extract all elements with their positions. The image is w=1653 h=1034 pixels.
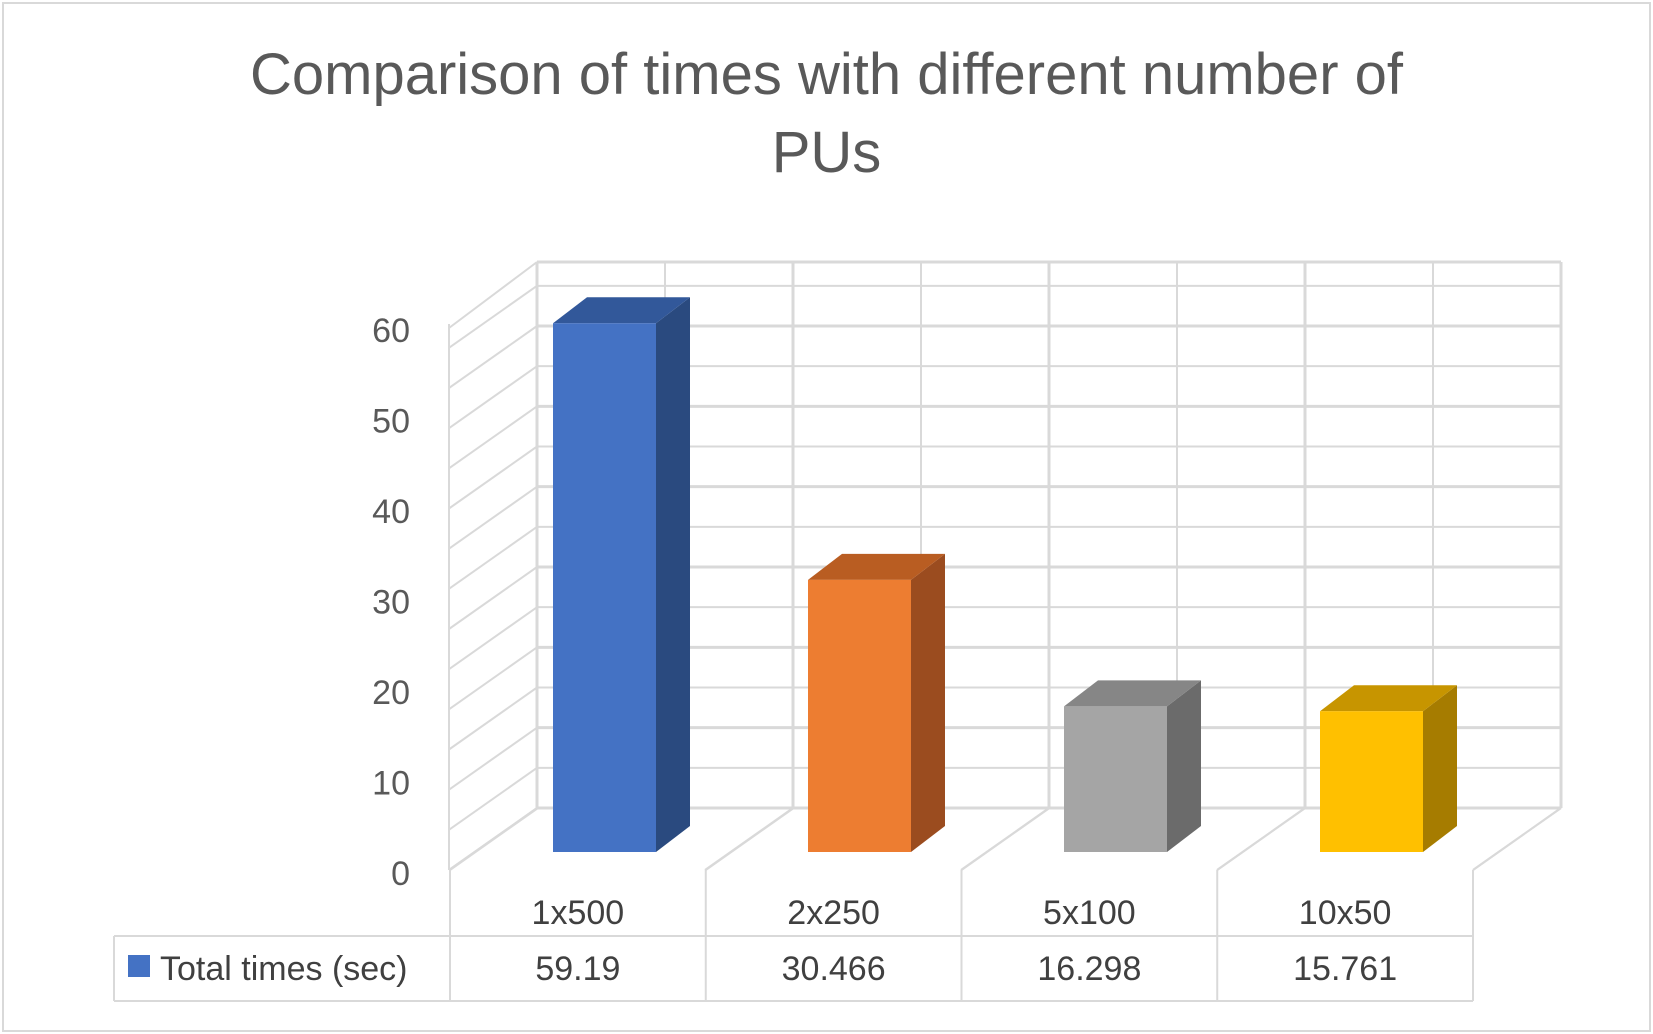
y-tick-label: 0 [391,855,410,893]
gridline-side [448,726,538,791]
bars-layer [553,297,1457,853]
table-connector [449,807,539,871]
gridline-side [448,646,538,711]
y-tick-label: 60 [372,312,410,350]
bar [1320,711,1423,852]
bar [808,579,911,852]
bar-side [1167,680,1201,852]
table-connector [960,807,1051,871]
gridline-side [448,686,538,751]
table-connector [1472,807,1562,871]
bar [553,323,656,853]
bar-top [553,297,690,324]
gridline-side [448,526,538,590]
y-tick-label: 50 [372,403,410,441]
gridline-side [448,325,538,389]
bar [1064,706,1167,852]
y-tick-label: 20 [372,674,410,712]
data-table-value: 30.466 [782,950,886,988]
gridline-side [448,767,538,831]
legend-series-name: Total times (sec) [160,950,408,988]
bar-top [808,553,945,580]
gridline-side [448,606,538,670]
table-connector [705,807,795,871]
table-connector [1216,807,1306,871]
y-axis-ticks: 0 10 20 30 40 50 60 [372,312,410,893]
y-tick-label: 40 [372,493,410,531]
x-tick-label: 2x250 [787,894,880,932]
x-tick-label: 5x100 [1043,894,1136,932]
bar-side [911,553,945,852]
data-table-value: 59.19 [535,950,620,988]
chart-title-text: Comparison of times with different numbe… [249,42,1403,185]
chart-title: Comparison of times with different numbe… [0,36,1653,192]
gridline-side-top [448,261,538,329]
y-tick-label: 30 [372,584,410,622]
gridline-side [448,485,538,550]
x-tick-label: 10x50 [1299,894,1392,932]
x-tick-label: 1x500 [532,894,625,932]
data-table-value: 16.298 [1037,950,1141,988]
bar-side [1423,685,1457,852]
gridline-side [448,405,538,470]
bar-top [1320,685,1457,712]
data-table-value: 15.761 [1293,950,1397,988]
gridline-side [448,445,538,510]
gridline-side [448,566,538,630]
data-table: 1x500 2x250 5x100 10x50 59.19 30.466 16.298 15.… [113,807,1562,1002]
legend-key [128,955,150,977]
bar-side [656,297,690,853]
bar-top [1064,680,1201,707]
gridline-side [448,285,538,349]
y-tick-label: 10 [372,765,410,803]
gridline-side [448,365,538,429]
